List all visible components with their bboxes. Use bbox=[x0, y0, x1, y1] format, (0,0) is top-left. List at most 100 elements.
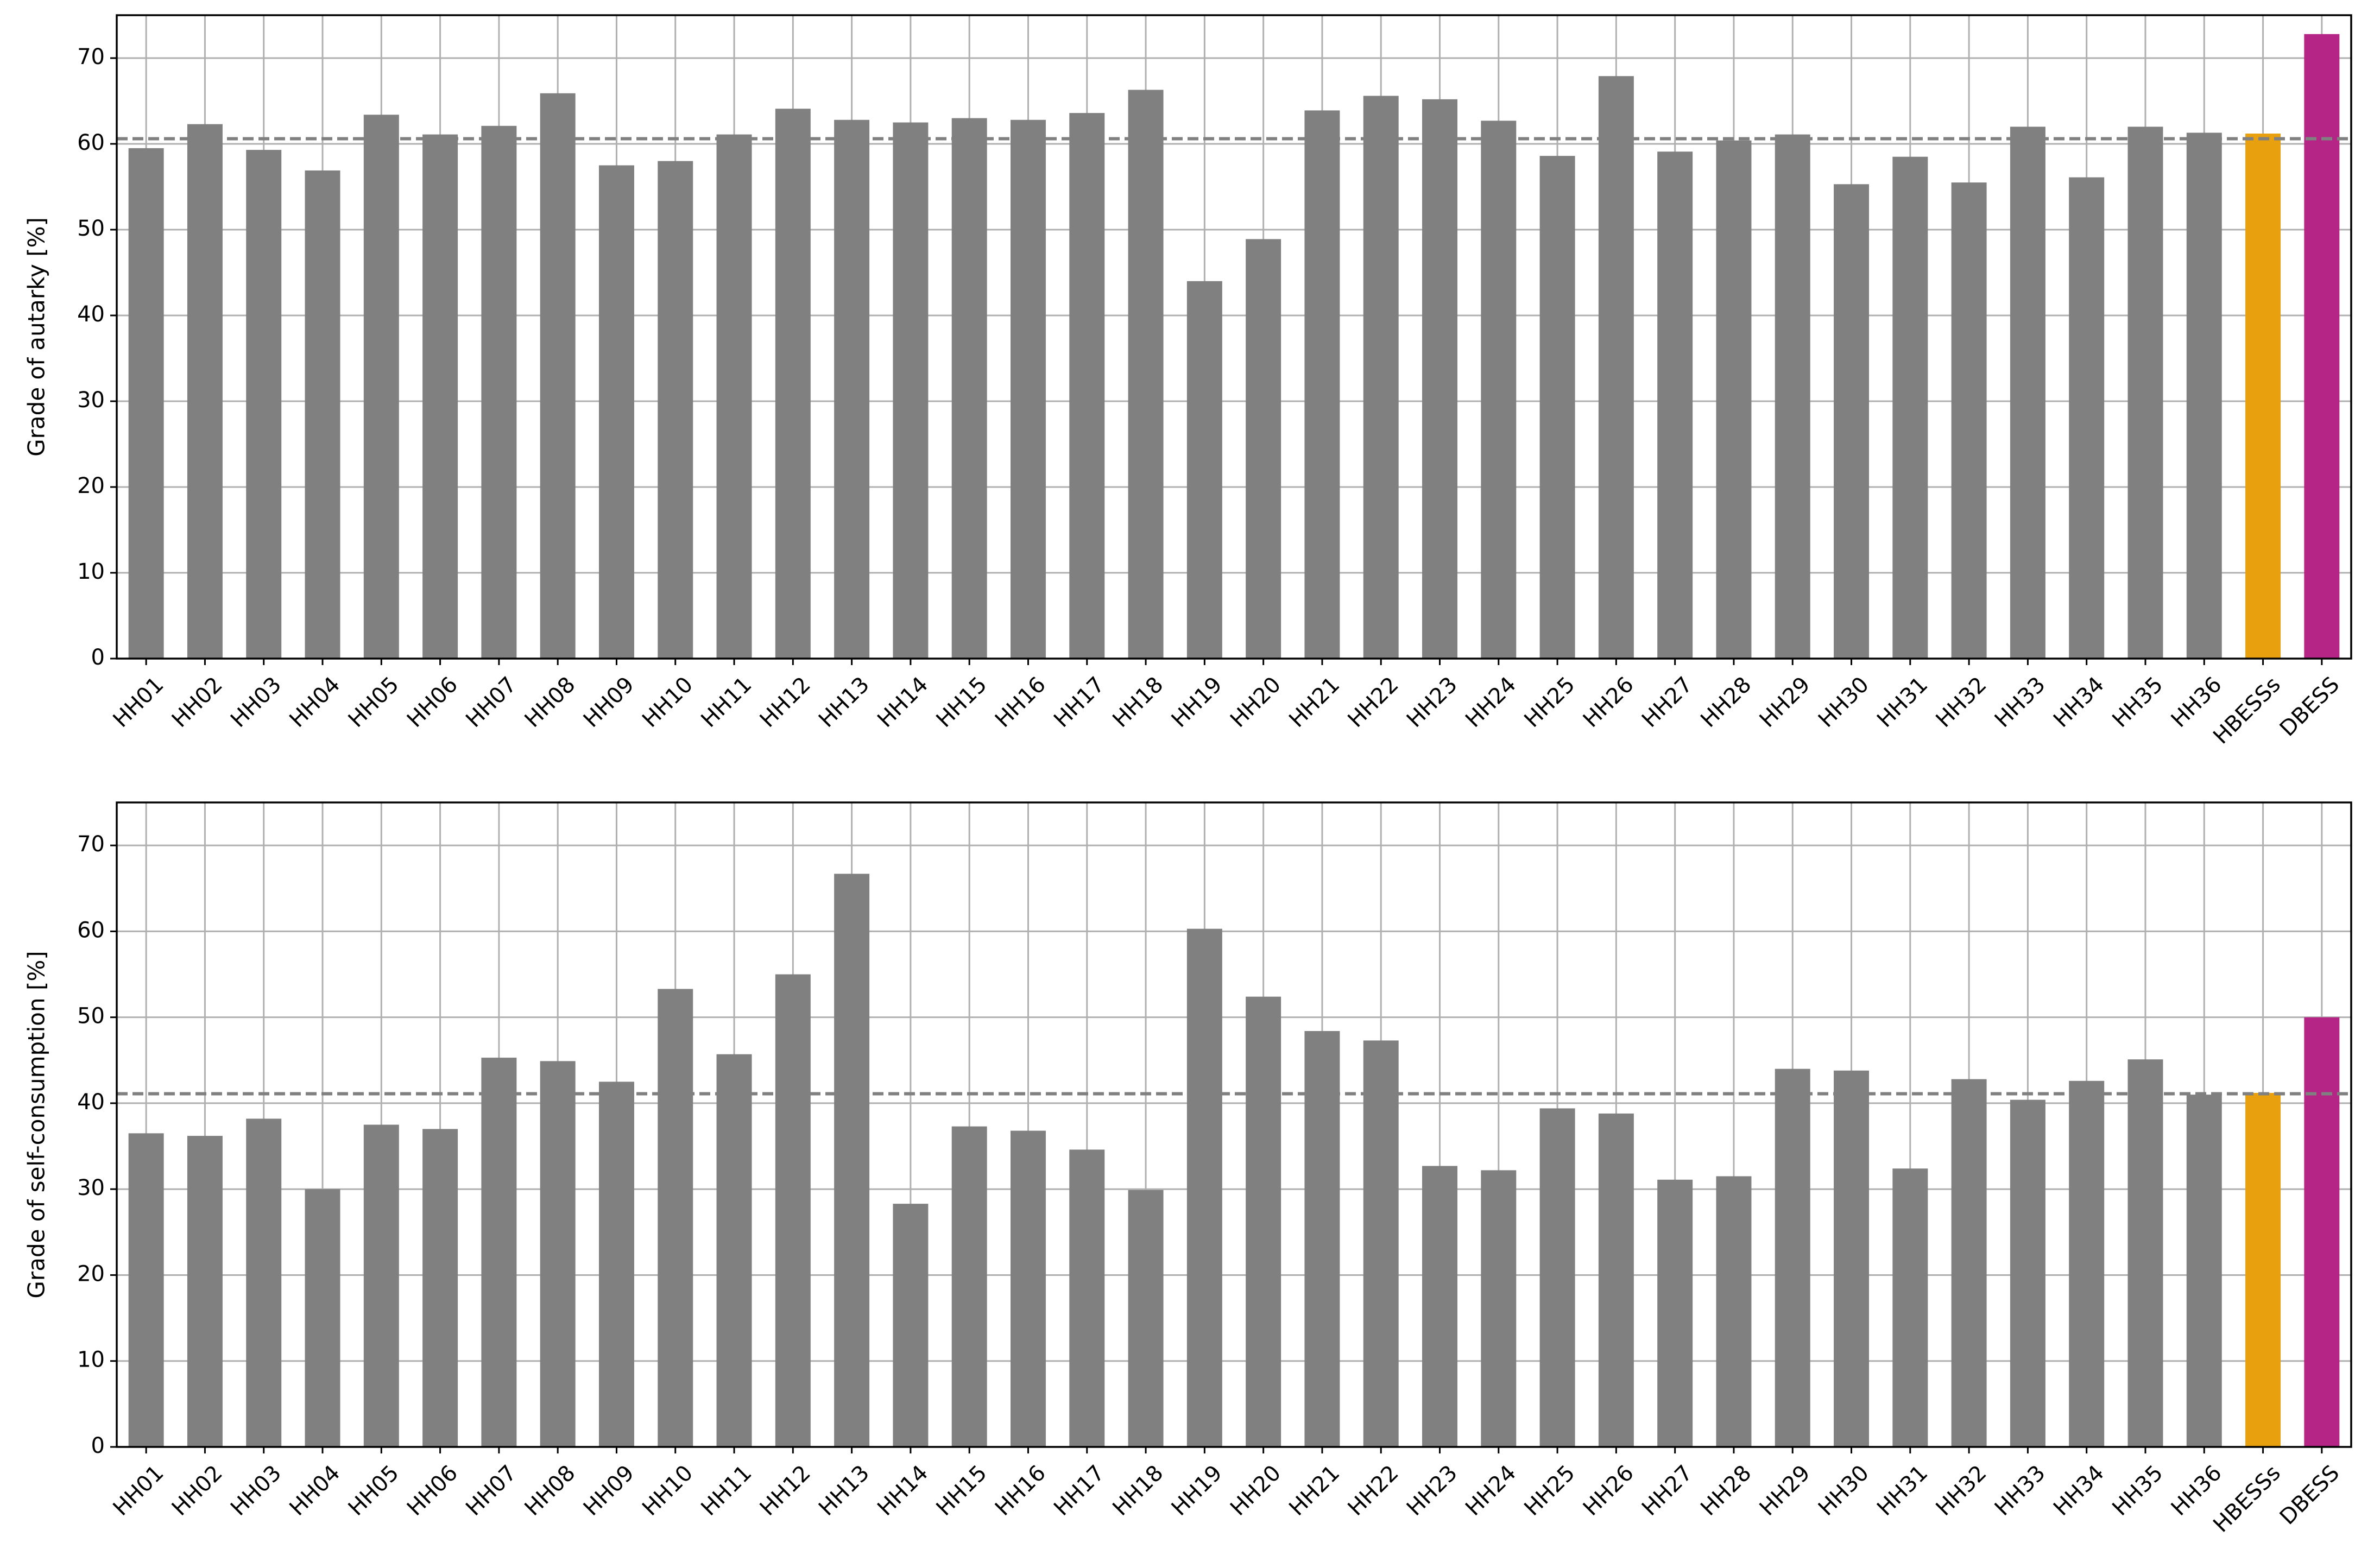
x-tick-label: HH07 bbox=[461, 1460, 521, 1521]
bar bbox=[1657, 1179, 1693, 1447]
x-tick-label: HH29 bbox=[1755, 1460, 1815, 1521]
bar bbox=[1128, 90, 1164, 659]
bar bbox=[187, 1136, 223, 1447]
bar bbox=[1422, 99, 1457, 659]
y-tick-label: 40 bbox=[77, 1090, 105, 1115]
x-tick-label: HH13 bbox=[814, 1460, 874, 1521]
bar bbox=[540, 1061, 576, 1447]
x-tick-label: HH13 bbox=[814, 672, 874, 732]
y-axis-label: Grade of self-consumption [%] bbox=[23, 951, 50, 1298]
x-tick-label: HH08 bbox=[520, 1460, 580, 1521]
y-tick-label: 20 bbox=[77, 1261, 105, 1286]
x-tick-label: HH10 bbox=[637, 672, 698, 732]
bar bbox=[598, 1082, 634, 1447]
x-tick-label: DBESS bbox=[2275, 1460, 2344, 1529]
bar bbox=[716, 1054, 752, 1447]
x-tick-label: HH15 bbox=[932, 672, 992, 732]
bar bbox=[1598, 1113, 1634, 1447]
x-tick-label: HH14 bbox=[873, 672, 933, 732]
bar bbox=[1246, 996, 1281, 1447]
bar bbox=[363, 1124, 399, 1447]
bar bbox=[893, 122, 929, 659]
x-tick-label: HH23 bbox=[1402, 1460, 1462, 1521]
bar bbox=[834, 119, 870, 659]
bar bbox=[481, 1058, 517, 1447]
bar bbox=[1363, 96, 1399, 659]
x-tick-label: HH19 bbox=[1167, 1460, 1227, 1521]
x-tick-label: HH21 bbox=[1284, 672, 1344, 732]
bar bbox=[658, 161, 693, 659]
x-tick-label: HH10 bbox=[637, 1460, 698, 1521]
bar bbox=[1128, 1190, 1164, 1447]
y-tick-label: 40 bbox=[77, 302, 105, 327]
bar bbox=[1422, 1166, 1457, 1447]
axes-frame bbox=[116, 801, 2352, 1448]
bar bbox=[1186, 928, 1222, 1447]
x-tick-label: HH24 bbox=[1461, 672, 1521, 732]
bar bbox=[2010, 1099, 2045, 1447]
x-tick-label: HH19 bbox=[1167, 672, 1227, 732]
bar bbox=[2010, 127, 2045, 659]
bar bbox=[422, 134, 458, 659]
bar bbox=[1598, 76, 1634, 659]
x-tick-label: HH24 bbox=[1461, 1460, 1521, 1521]
y-tick-label: 30 bbox=[77, 1175, 105, 1200]
bar bbox=[2069, 1080, 2105, 1447]
x-tick-label: HH08 bbox=[520, 672, 580, 732]
bar bbox=[951, 118, 987, 659]
x-tick-label: HH02 bbox=[167, 672, 228, 732]
x-tick-label: HH05 bbox=[344, 1460, 404, 1521]
bar bbox=[2186, 1095, 2222, 1447]
y-tick-label: 70 bbox=[77, 45, 105, 69]
bar bbox=[1775, 1068, 1810, 1447]
x-tick-label: HH21 bbox=[1284, 1460, 1344, 1521]
x-tick-label: HH30 bbox=[1814, 1460, 1874, 1521]
x-tick-label: HH31 bbox=[1872, 1460, 1933, 1521]
x-tick-label: HH16 bbox=[990, 1460, 1051, 1521]
bar bbox=[246, 1118, 282, 1447]
axes-frame bbox=[116, 14, 2352, 660]
bar bbox=[1304, 110, 1340, 659]
x-tick-label: HH18 bbox=[1108, 672, 1168, 732]
x-tick-label: HH33 bbox=[1990, 672, 2050, 732]
bar bbox=[1716, 140, 1752, 659]
bar bbox=[1069, 1149, 1105, 1447]
bar bbox=[893, 1204, 929, 1447]
bar bbox=[128, 1133, 164, 1447]
bar bbox=[363, 115, 399, 659]
bar bbox=[951, 1126, 987, 1447]
x-tick-label: HH12 bbox=[755, 1460, 816, 1521]
chart-panel: 010203040506070HH01HH02HH03HH04HH05HH06H… bbox=[23, 14, 2352, 749]
y-tick-label: 50 bbox=[77, 1004, 105, 1029]
x-tick-label: HH03 bbox=[226, 1460, 286, 1521]
x-tick-label: HH11 bbox=[696, 1460, 756, 1521]
x-tick-label: HH03 bbox=[226, 672, 286, 732]
bar bbox=[1481, 121, 1517, 659]
y-tick-label: 50 bbox=[77, 216, 105, 241]
bar bbox=[1304, 1030, 1340, 1447]
x-tick-label: HH02 bbox=[167, 1460, 228, 1521]
x-tick-label: HH28 bbox=[1696, 672, 1756, 732]
x-tick-label: HH16 bbox=[990, 672, 1051, 732]
bar bbox=[305, 1189, 340, 1447]
x-tick-label: HH29 bbox=[1755, 672, 1815, 732]
x-tick-label: HH17 bbox=[1049, 1460, 1109, 1521]
bar bbox=[598, 165, 634, 659]
bar bbox=[128, 148, 164, 659]
x-tick-label: HH32 bbox=[1931, 1460, 1991, 1521]
x-tick-label: DBESS bbox=[2275, 672, 2344, 741]
bar bbox=[1011, 119, 1046, 659]
bar bbox=[775, 974, 811, 1447]
x-tick-label: HH04 bbox=[285, 672, 345, 732]
x-tick-label: HH32 bbox=[1931, 672, 1991, 732]
bar bbox=[1834, 1070, 1870, 1447]
y-tick-label: 10 bbox=[77, 559, 105, 584]
x-tick-label: HH28 bbox=[1696, 1460, 1756, 1521]
bar bbox=[1892, 156, 1928, 659]
x-tick-label: HH22 bbox=[1343, 1460, 1404, 1521]
bar bbox=[305, 170, 340, 659]
bar bbox=[2127, 1059, 2163, 1447]
y-tick-label: 60 bbox=[77, 918, 105, 943]
x-tick-label: HH22 bbox=[1343, 672, 1404, 732]
